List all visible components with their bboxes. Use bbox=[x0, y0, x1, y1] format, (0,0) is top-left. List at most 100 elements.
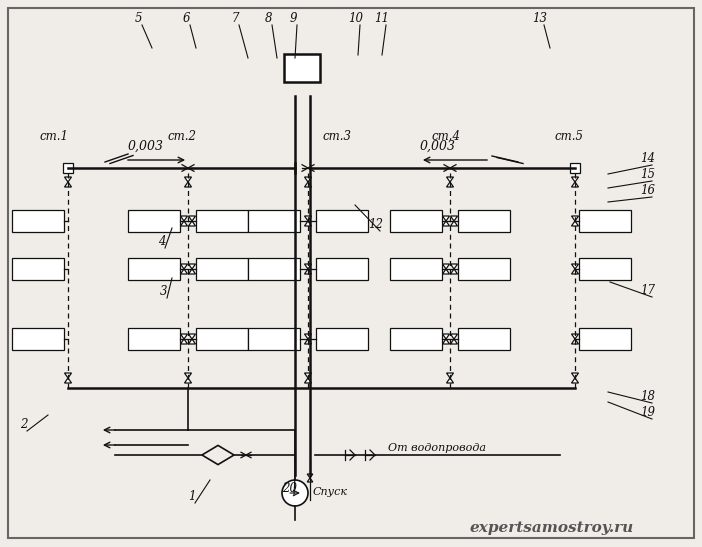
Polygon shape bbox=[451, 269, 458, 274]
Bar bbox=[196, 328, 248, 350]
Polygon shape bbox=[571, 334, 578, 339]
Polygon shape bbox=[305, 334, 312, 339]
Polygon shape bbox=[65, 177, 72, 182]
Polygon shape bbox=[446, 378, 453, 383]
Bar bbox=[248, 258, 300, 280]
Polygon shape bbox=[189, 264, 195, 269]
Bar bbox=[390, 328, 442, 350]
Bar bbox=[284, 54, 320, 82]
Polygon shape bbox=[446, 373, 453, 378]
Polygon shape bbox=[65, 182, 72, 187]
Bar bbox=[63, 163, 73, 173]
Text: 7: 7 bbox=[232, 12, 239, 25]
Polygon shape bbox=[305, 221, 312, 226]
Text: ст.1: ст.1 bbox=[40, 130, 69, 143]
Bar bbox=[579, 210, 631, 232]
Text: ст.4: ст.4 bbox=[432, 130, 461, 143]
Bar bbox=[196, 258, 248, 280]
Bar bbox=[316, 210, 368, 232]
Polygon shape bbox=[307, 478, 313, 482]
Bar bbox=[316, 258, 368, 280]
Polygon shape bbox=[180, 334, 187, 339]
Polygon shape bbox=[189, 269, 195, 274]
Text: 20: 20 bbox=[282, 482, 297, 495]
Polygon shape bbox=[451, 339, 458, 344]
Bar bbox=[128, 328, 180, 350]
Text: 15: 15 bbox=[640, 168, 655, 181]
Bar bbox=[128, 210, 180, 232]
Polygon shape bbox=[65, 378, 72, 383]
Polygon shape bbox=[442, 339, 449, 344]
Text: 17: 17 bbox=[640, 284, 655, 297]
Text: 16: 16 bbox=[640, 184, 655, 197]
Polygon shape bbox=[189, 339, 195, 344]
Polygon shape bbox=[571, 221, 578, 226]
Polygon shape bbox=[305, 373, 312, 378]
Polygon shape bbox=[65, 373, 72, 378]
Bar bbox=[316, 328, 368, 350]
Polygon shape bbox=[571, 177, 578, 182]
Bar bbox=[579, 258, 631, 280]
Polygon shape bbox=[185, 378, 192, 383]
Bar bbox=[390, 258, 442, 280]
Bar bbox=[579, 328, 631, 350]
Polygon shape bbox=[451, 334, 458, 339]
Polygon shape bbox=[305, 177, 312, 182]
Polygon shape bbox=[442, 334, 449, 339]
Polygon shape bbox=[189, 334, 195, 339]
Text: 9: 9 bbox=[290, 12, 298, 25]
Text: 13: 13 bbox=[532, 12, 547, 25]
Text: ст.5: ст.5 bbox=[555, 130, 584, 143]
Polygon shape bbox=[442, 216, 449, 221]
Polygon shape bbox=[305, 339, 312, 344]
Polygon shape bbox=[442, 221, 449, 226]
Bar bbox=[12, 328, 64, 350]
Polygon shape bbox=[180, 264, 187, 269]
Text: 11: 11 bbox=[374, 12, 389, 25]
Bar bbox=[196, 210, 248, 232]
Polygon shape bbox=[451, 264, 458, 269]
Text: 2: 2 bbox=[20, 418, 27, 431]
Polygon shape bbox=[571, 373, 578, 378]
Polygon shape bbox=[442, 264, 449, 269]
Polygon shape bbox=[307, 474, 313, 478]
Text: 1: 1 bbox=[188, 490, 195, 503]
Text: 19: 19 bbox=[640, 406, 655, 419]
Polygon shape bbox=[571, 182, 578, 187]
Polygon shape bbox=[571, 216, 578, 221]
Polygon shape bbox=[451, 221, 458, 226]
Polygon shape bbox=[571, 269, 578, 274]
Bar bbox=[12, 258, 64, 280]
Polygon shape bbox=[185, 373, 192, 378]
Text: 6: 6 bbox=[183, 12, 190, 25]
Polygon shape bbox=[180, 269, 187, 274]
Polygon shape bbox=[185, 177, 192, 182]
Text: От водопровода: От водопровода bbox=[388, 443, 486, 453]
Bar bbox=[390, 210, 442, 232]
Text: 4: 4 bbox=[158, 235, 166, 248]
Polygon shape bbox=[305, 378, 312, 383]
Text: ст.3: ст.3 bbox=[323, 130, 352, 143]
Polygon shape bbox=[571, 339, 578, 344]
Bar bbox=[458, 258, 510, 280]
Bar bbox=[458, 328, 510, 350]
Polygon shape bbox=[180, 221, 187, 226]
Polygon shape bbox=[571, 264, 578, 269]
Text: 3: 3 bbox=[160, 285, 168, 298]
Polygon shape bbox=[305, 182, 312, 187]
Circle shape bbox=[282, 480, 308, 506]
Polygon shape bbox=[305, 216, 312, 221]
Bar bbox=[248, 210, 300, 232]
Polygon shape bbox=[189, 221, 195, 226]
Text: expertsamostroy.ru: expertsamostroy.ru bbox=[470, 521, 634, 535]
Text: 18: 18 bbox=[640, 390, 655, 403]
Text: 10: 10 bbox=[348, 12, 363, 25]
Bar bbox=[12, 210, 64, 232]
Bar bbox=[128, 258, 180, 280]
Text: 0,003: 0,003 bbox=[420, 140, 456, 153]
Text: ст.2: ст.2 bbox=[168, 130, 197, 143]
Text: 8: 8 bbox=[265, 12, 272, 25]
Text: 12: 12 bbox=[368, 218, 383, 231]
Polygon shape bbox=[446, 177, 453, 182]
Text: 14: 14 bbox=[640, 152, 655, 165]
